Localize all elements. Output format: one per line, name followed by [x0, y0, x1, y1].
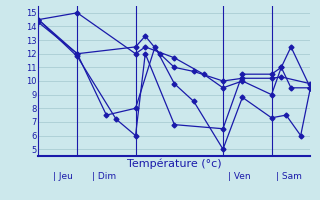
Text: | Jeu: | Jeu [53, 172, 73, 181]
Text: | Ven: | Ven [228, 172, 251, 181]
Text: | Sam: | Sam [276, 172, 302, 181]
Text: | Dim: | Dim [92, 172, 116, 181]
X-axis label: Température (°c): Température (°c) [127, 159, 222, 169]
